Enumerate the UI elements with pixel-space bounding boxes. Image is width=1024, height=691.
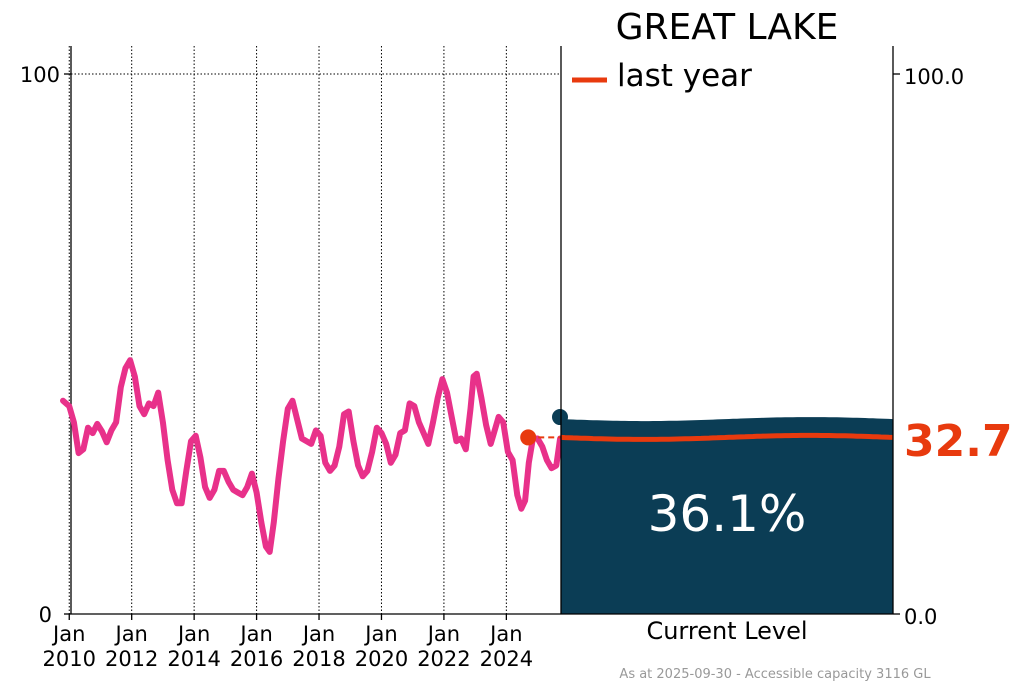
y-tick-label-100: 100 (20, 63, 60, 87)
footnote: As at 2025-09-30 - Accessible capacity 3… (619, 667, 931, 682)
x-tick-label-year: 2018 (292, 647, 345, 671)
x-tick-label-month: Jan (176, 622, 210, 646)
left-plot: 100 0 Jan2010Jan2012Jan2014Jan2016Jan201… (20, 46, 568, 671)
current-level-panel: 100.0 0.0 36.1% Current Level 32.7 (560, 46, 1013, 645)
y-tick-label-0: 0 (39, 603, 52, 627)
x-tick-label-month: Jan (238, 622, 272, 646)
last-year-value: 32.7 (904, 416, 1013, 467)
x-tick-label-month: Jan (301, 622, 335, 646)
x-tick-label-month: Jan (426, 622, 460, 646)
right-y-tick-label-100: 100.0 (904, 65, 964, 89)
x-tick-label-year: 2020 (355, 647, 408, 671)
x-tick-label-month: Jan (488, 622, 522, 646)
x-tick-label-year: 2014 (167, 647, 220, 671)
last-year-level-line (560, 432, 894, 442)
right-y-tick-label-0: 0.0 (904, 605, 937, 629)
storage-history-line (60, 357, 564, 555)
legend-label-last-year: last year (617, 58, 752, 94)
x-ticks: Jan2010Jan2012Jan2014Jan2016Jan2018Jan20… (43, 614, 533, 671)
last-year-marker (520, 429, 537, 446)
current-level-fill (561, 417, 893, 614)
x-tick-label-year: 2012 (105, 647, 158, 671)
current-level-percent: 36.1% (648, 485, 807, 543)
x-tick-label-year: 2022 (417, 647, 470, 671)
chart-title: GREAT LAKE (616, 7, 839, 48)
vertical-gridlines (68, 46, 507, 614)
legend: last year (572, 58, 752, 94)
current-level-label: Current Level (646, 617, 807, 645)
x-tick-label-year: 2016 (230, 647, 283, 671)
x-tick-label-month: Jan (363, 622, 397, 646)
x-tick-label-year: 2010 (43, 647, 96, 671)
x-tick-label-month: Jan (114, 622, 148, 646)
x-tick-label-month: Jan (51, 622, 85, 646)
x-tick-label-year: 2024 (480, 647, 533, 671)
